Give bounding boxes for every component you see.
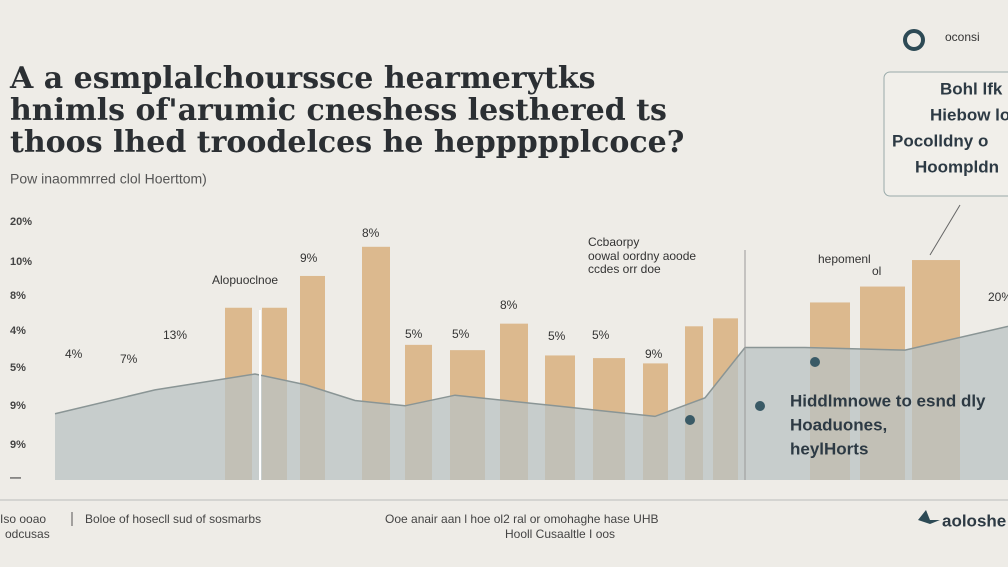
callout-text: Hoaduones, [790,415,887,434]
annotation: ccdes orr doe [588,262,661,276]
box-text: Hoompldn [915,157,999,176]
y-axis-text: 9% [10,400,26,412]
annotation: 5% [548,329,566,343]
annotation: 4% [65,347,83,361]
annotation: 8% [362,226,380,240]
annotation: Alopuoclnoe [212,273,278,287]
y-axis-text: 5% [10,362,26,374]
annotation: 7% [120,352,138,366]
footer-text: Ooe anair aan l hoe ol2 ral or omohaghe … [385,512,659,526]
y-axis-text: — [10,472,21,484]
logo-icon [903,29,925,51]
y-axis-text: 20% [10,216,32,228]
annotation: 9% [300,251,318,265]
marker-dot [755,401,765,411]
footer-logo [918,510,940,524]
annotation: 9% [645,347,663,361]
marker-dot [685,415,695,425]
box-text: Bohl lfk [940,79,1003,98]
area [55,326,1008,480]
annotation: 8% [500,298,518,312]
box-text: Pocolldny o [892,131,988,150]
annotation: Ccbaorpy [588,235,639,249]
box-text: Hiebow lo [930,105,1008,124]
y-axis-text: 10% [10,256,32,268]
marker-dot [810,357,820,367]
annotation: hepomenl [818,252,871,266]
pointer [929,204,961,256]
annotation: 5% [405,327,423,341]
footer-text: aoloshe [942,511,1006,530]
title-line: A a esmplalchourssce hearmerytks [9,61,596,96]
annotation: 5% [452,327,470,341]
footer-text: Hooll Cusaaltle I oos [505,527,615,541]
y-axis-text: 9% [10,439,26,451]
callout-text: Hiddlmnowe to esnd dly [790,391,986,410]
annotation: oowal oordny aoode [588,249,696,263]
title-line: thoos lhed troodelces he heppppplcoce? [10,125,684,160]
y-axis-text: 4% [10,325,26,337]
annotation: ol [872,264,881,278]
annotation: 5% [592,328,610,342]
y-axis-text: 8% [10,290,26,302]
corner-text: oconsi [945,30,980,44]
subtitle: Pow inaommrred clol Hoerttom) [10,171,207,187]
footer-text: odcusas [5,527,50,541]
annotation: 13% [163,328,187,342]
annotation: 20% [988,290,1008,304]
footer-text: Iso ooao [0,512,46,526]
info-box [883,71,1008,197]
area-line [54,325,1008,418]
title-line: hnimls of'arumic cneshess lesthered ts [10,93,667,128]
footer-text: Boloe of hosecll sud of sosmarbs [85,512,261,526]
callout-text: heylHorts [790,439,868,458]
